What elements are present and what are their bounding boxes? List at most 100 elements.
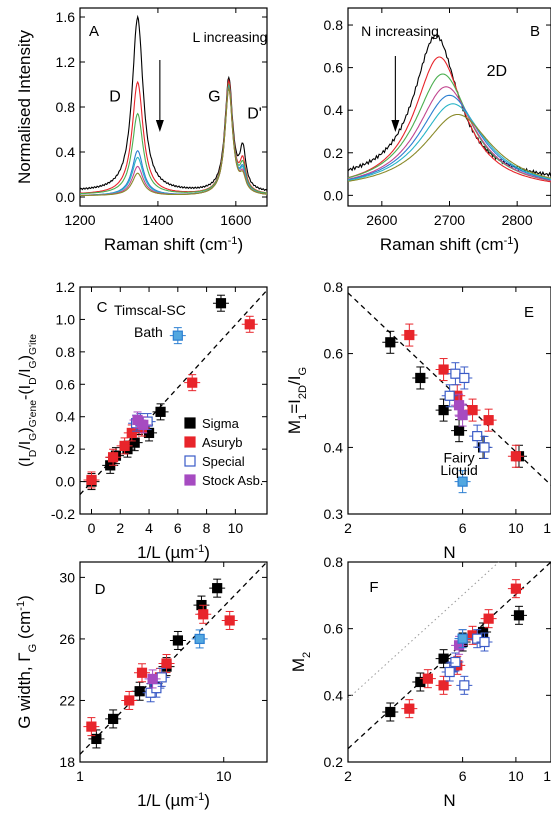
plot-frame <box>79 286 268 515</box>
spectrum-line <box>80 86 268 197</box>
y-tick-label: 0.2 <box>324 754 344 770</box>
point-marker <box>215 298 227 309</box>
data-point <box>241 315 258 333</box>
point-marker <box>457 409 468 421</box>
point-marker <box>438 680 449 691</box>
y-tick-label: 0.6 <box>324 621 344 637</box>
point-marker <box>444 666 455 678</box>
point-marker <box>194 633 205 645</box>
y-tick-label: 0.8 <box>324 554 344 570</box>
y-tick-label: 26 <box>59 631 75 647</box>
x-tick-label: 2 <box>344 520 352 536</box>
y-axis-label: M1=I2D/IG <box>285 367 309 434</box>
y-tick-label: 0.4 <box>324 102 344 118</box>
point-marker <box>438 404 449 416</box>
plot-frame <box>347 286 551 515</box>
data-point <box>158 654 175 674</box>
y-tick-label: 0.2 <box>56 441 76 457</box>
y-tick-label: 0.8 <box>56 344 76 360</box>
point-marker <box>477 626 489 638</box>
panel-letter: B <box>530 23 540 40</box>
point-marker <box>156 672 167 683</box>
data-point <box>480 408 497 432</box>
point-marker <box>510 451 521 462</box>
y-tick-label: 0.6 <box>324 346 344 362</box>
y-tick-label: 0.4 <box>324 439 344 455</box>
point-marker <box>129 437 140 448</box>
point-marker <box>479 442 490 453</box>
data-point <box>105 709 122 729</box>
peak-label-dprime: D' <box>247 105 262 122</box>
legend-label: Stock Asb. <box>202 473 263 488</box>
x-tick-label: 8 <box>203 520 211 536</box>
x-axis-label: Raman shift (cm-1) <box>380 235 519 254</box>
y-axis-label: M2 <box>289 652 313 672</box>
point-marker <box>415 372 426 384</box>
data-point <box>441 662 458 682</box>
data-point <box>121 690 138 710</box>
peak-label-g: G <box>208 88 220 105</box>
point-marker <box>404 329 415 341</box>
point-marker <box>438 653 449 664</box>
data-point <box>435 358 452 382</box>
arrow-label: N increasing <box>361 23 439 39</box>
spectrum-line <box>79 78 268 194</box>
data-point <box>507 444 524 468</box>
annotation-text: Timscal-SC <box>114 302 186 318</box>
x-axis-label: N <box>443 543 455 562</box>
y-tick-label: 0.6 <box>324 60 344 76</box>
point-marker <box>187 377 198 388</box>
point-marker <box>453 400 465 411</box>
y-tick-label: -0.2 <box>51 506 75 522</box>
x-tick-label: 0 <box>88 520 96 536</box>
panel-letter: A <box>89 23 99 40</box>
x-tick-label: 1400 <box>142 212 173 228</box>
data-point <box>209 578 226 598</box>
x-axis-label: 1/L (µm-1) <box>137 543 210 562</box>
point-marker <box>385 337 396 348</box>
point-marker <box>450 656 461 668</box>
y-tick-label: 1.2 <box>56 54 76 70</box>
y-tick-label: 22 <box>59 692 75 708</box>
point-marker <box>385 706 396 718</box>
data-point <box>195 604 212 624</box>
y-tick-label: 0.8 <box>324 17 344 33</box>
point-marker <box>91 733 102 745</box>
data-point <box>454 470 471 494</box>
x-tick-label: 2700 <box>434 212 465 228</box>
y-tick-label: 30 <box>59 569 75 585</box>
y-tick-label: 0.0 <box>324 187 344 203</box>
point-marker <box>438 364 449 375</box>
x-tick-label: 2 <box>344 768 352 784</box>
spectrum-line <box>347 103 551 181</box>
point-marker <box>467 404 478 416</box>
point-marker <box>510 583 521 594</box>
point-marker <box>126 427 137 439</box>
legend-label: Sigma <box>202 416 240 431</box>
spectrum-line <box>347 86 551 182</box>
point-marker <box>459 372 470 384</box>
peak-label-2d: 2D <box>487 63 507 80</box>
x-tick-label: 2 <box>116 520 124 536</box>
plot-frame <box>347 561 551 763</box>
point-marker <box>422 673 433 684</box>
data-point <box>83 471 100 489</box>
point-marker <box>479 636 490 648</box>
panel-letter: F <box>369 579 378 596</box>
y-tick-label: 1.0 <box>56 311 76 327</box>
data-point <box>116 437 133 455</box>
point-marker <box>472 431 483 442</box>
panel-a: 1200 1400 1600 0.0 0.4 0.8 1.2 1.6 A L increasing… <box>15 7 268 254</box>
spectrum-line <box>347 56 551 183</box>
arrow-label: L increasing <box>193 29 268 45</box>
point-marker <box>86 474 97 486</box>
y-tick-label: 1.2 <box>56 279 76 295</box>
data-point <box>464 398 481 422</box>
point-marker <box>107 452 119 463</box>
point-marker <box>459 680 470 691</box>
point-marker <box>155 406 166 417</box>
data-point <box>507 579 524 599</box>
y-tick-label: 1.6 <box>56 9 76 25</box>
point-marker <box>513 610 525 621</box>
